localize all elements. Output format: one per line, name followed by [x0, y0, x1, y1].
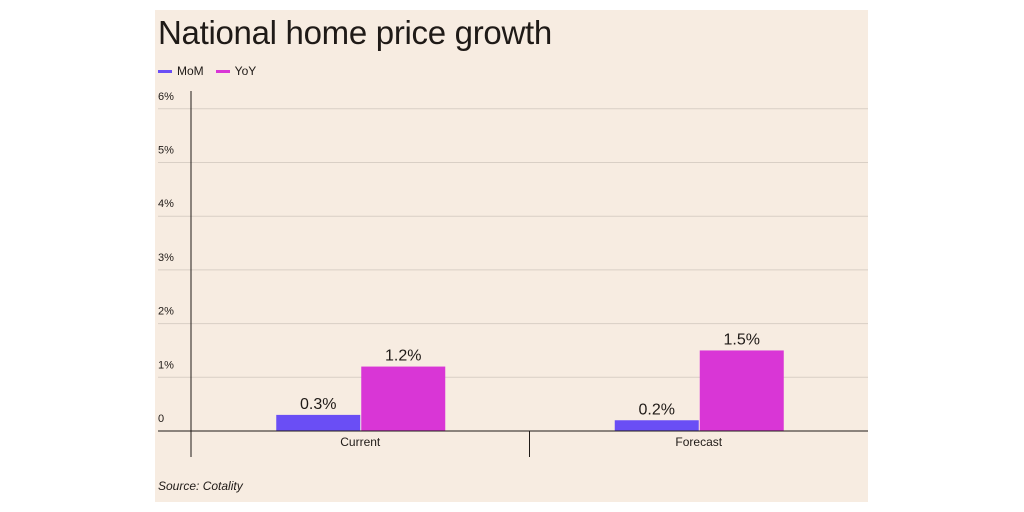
legend-label-yoy: YoY	[234, 64, 257, 78]
legend-swatch-mom	[158, 69, 172, 73]
x-tick-label: Forecast	[675, 435, 722, 449]
source-note: Source: Cotality	[158, 479, 243, 493]
bar-yoy-current	[361, 366, 446, 431]
y-tick-label: 4%	[158, 198, 174, 210]
bar-yoy-forecast	[699, 350, 784, 431]
legend-item-mom: MoM	[158, 64, 204, 78]
y-tick-label: 6%	[158, 91, 174, 103]
legend-swatch-yoy	[215, 69, 230, 73]
y-tick-label: 0	[158, 413, 164, 425]
bar-mom-current	[276, 414, 361, 431]
y-tick-label: 5%	[158, 145, 174, 157]
data-label: 1.2%	[385, 348, 421, 365]
bar-mom-forecast	[614, 420, 699, 431]
data-label: 0.3%	[300, 396, 336, 413]
legend-item-yoy: YoY	[215, 64, 257, 78]
data-label: 0.2%	[639, 401, 675, 418]
x-tick-label: Current	[340, 435, 381, 449]
y-tick-label: 2%	[158, 306, 174, 318]
chart-title: National home price growth	[158, 14, 552, 51]
data-label: 1.5%	[724, 331, 760, 348]
y-tick-label: 1%	[158, 359, 174, 371]
y-tick-label: 3%	[158, 252, 174, 264]
legend: MoM YoY	[158, 64, 256, 78]
legend-label-mom: MoM	[177, 64, 204, 78]
